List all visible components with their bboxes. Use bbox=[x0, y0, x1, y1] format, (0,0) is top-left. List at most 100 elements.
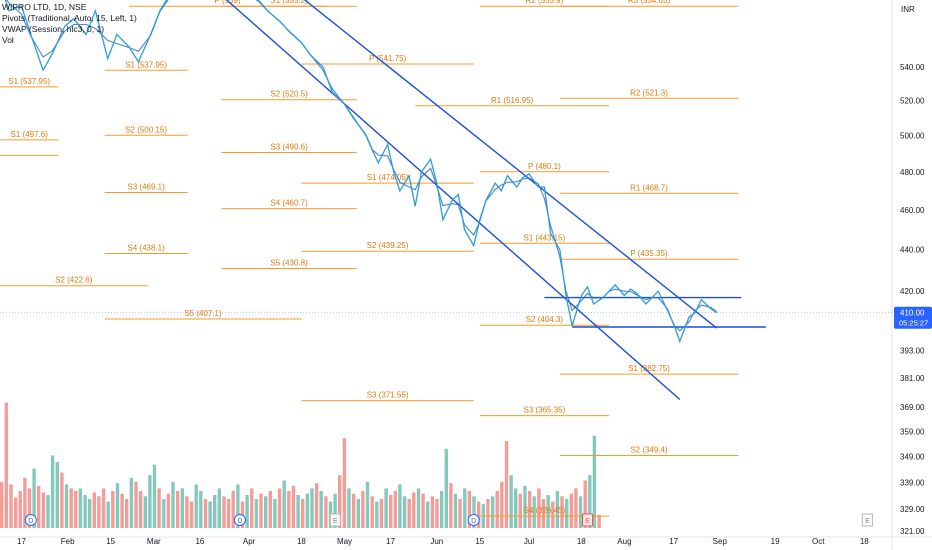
pivot-label: S2 (500.15) bbox=[125, 125, 167, 134]
volume-bar bbox=[254, 499, 259, 528]
volume-bar bbox=[64, 484, 69, 528]
time-tick-label: 18 bbox=[577, 537, 586, 546]
vwap-line bbox=[6, 0, 718, 332]
volume-bar bbox=[115, 483, 120, 528]
pivot-levels: P (559) S1 (555.2) R2 (555.9) R3 (554.65) P … bbox=[0, 0, 739, 517]
pivot-label: S4 (460.7) bbox=[270, 199, 308, 208]
volume-bar bbox=[569, 493, 573, 528]
volume-bar bbox=[69, 488, 73, 528]
pivot-label: S1 (474.05) bbox=[367, 173, 409, 182]
chart-legend: WIPRO LTD, 1D, NSE Pivots (Traditional, … bbox=[2, 2, 137, 46]
volume-bar bbox=[74, 491, 78, 528]
volume-bar bbox=[157, 488, 161, 528]
earnings-marker bbox=[861, 513, 873, 527]
volume-bar bbox=[347, 488, 351, 528]
pivot-label: S1 (537.95) bbox=[8, 77, 50, 86]
volume-bar bbox=[537, 488, 541, 528]
pivot-label: S4 (326.45) bbox=[523, 506, 565, 515]
time-tick-label: 17 bbox=[386, 537, 395, 546]
volume-bar bbox=[412, 492, 416, 528]
volume-bar bbox=[106, 501, 110, 528]
volume-bar bbox=[592, 435, 597, 528]
volume-bar bbox=[162, 499, 166, 528]
volume-bar bbox=[518, 493, 522, 528]
pivot-label: S1 (555.2) bbox=[270, 0, 308, 5]
volume-bar bbox=[291, 485, 296, 528]
time-tick-label: Apr bbox=[243, 537, 256, 546]
pivot-label: S5 (407.1) bbox=[184, 309, 222, 318]
pivot-label: S2 (520.5) bbox=[270, 90, 308, 99]
indicator-volume[interactable]: Vol bbox=[2, 35, 14, 45]
volume-bar bbox=[213, 495, 217, 528]
pivot-label: S2 (349.4) bbox=[630, 446, 668, 455]
volume-bar bbox=[532, 496, 536, 528]
volume-bar bbox=[588, 475, 592, 528]
volume-bar bbox=[421, 493, 425, 528]
pivot-label: S2 (404.3) bbox=[526, 315, 564, 324]
price-tick-label: 540.00 bbox=[900, 63, 925, 72]
volume-bar bbox=[342, 438, 347, 528]
volume-bar bbox=[0, 481, 4, 528]
pivot-label: P (435.35) bbox=[630, 249, 668, 258]
volume-bar bbox=[9, 484, 13, 528]
channel-lower-trendline bbox=[225, 0, 681, 401]
pivot-label: S2 (439.25) bbox=[367, 241, 409, 250]
channel-upper-trendline bbox=[303, 0, 718, 329]
volume-bar bbox=[226, 499, 231, 528]
volume-bar bbox=[208, 501, 212, 528]
pivot-label: R1 (516.95) bbox=[491, 96, 534, 105]
volume-bar bbox=[560, 496, 564, 528]
time-tick-label: 15 bbox=[106, 537, 115, 546]
volume-bar bbox=[504, 440, 509, 528]
volume-bar bbox=[194, 484, 198, 528]
volume-bar bbox=[264, 496, 268, 528]
volume-bar bbox=[565, 499, 569, 528]
time-tick-label: Jul bbox=[524, 537, 534, 546]
pivot-label: S1 (537.95) bbox=[125, 60, 167, 69]
volume-bar bbox=[231, 491, 235, 528]
pivot-label: S5 (430.8) bbox=[270, 259, 308, 268]
volume-bar bbox=[259, 493, 263, 528]
volume-bar bbox=[55, 462, 59, 528]
volume-bar bbox=[578, 496, 583, 528]
volume-bar bbox=[375, 501, 379, 528]
volume-bar bbox=[546, 495, 550, 528]
pivot-label: S1 (382.75) bbox=[628, 364, 670, 373]
volume-bar bbox=[60, 472, 64, 528]
volume-bar bbox=[495, 491, 499, 528]
volume-bar bbox=[583, 480, 587, 528]
volume-bar bbox=[486, 499, 490, 528]
indicator-pivots[interactable]: Pivots (Traditional, Auto, 15, Left, 1) bbox=[2, 13, 137, 23]
volume-bar bbox=[361, 491, 365, 528]
volume-bar bbox=[472, 496, 476, 528]
volume-bar bbox=[402, 496, 407, 528]
volume-bar bbox=[134, 481, 138, 528]
volume-bar bbox=[356, 499, 360, 528]
volume-bar bbox=[477, 501, 481, 528]
volume-bar bbox=[490, 496, 495, 528]
volume-bar bbox=[509, 475, 513, 528]
pivot-label: R3 (554.65) bbox=[628, 0, 671, 5]
volume-bar bbox=[407, 499, 411, 528]
earnings-marker-label: E bbox=[585, 518, 590, 525]
volume-bar bbox=[384, 488, 388, 528]
symbol-title[interactable]: WIPRO LTD, 1D, NSE bbox=[2, 2, 87, 12]
currency-label: INR bbox=[901, 5, 915, 14]
time-tick-label: 15 bbox=[475, 537, 484, 546]
time-tick-label: Oct bbox=[812, 537, 825, 546]
volume-bar bbox=[365, 481, 370, 528]
volume-bar bbox=[338, 475, 342, 528]
price-tick-label: 520.00 bbox=[900, 97, 925, 106]
volume-bar bbox=[277, 488, 282, 528]
volume-bar bbox=[319, 491, 323, 528]
volume-bar bbox=[13, 497, 18, 528]
volume-bar bbox=[301, 499, 305, 528]
price-tick-label: 359.00 bbox=[900, 427, 925, 436]
earnings-marker-label: E bbox=[865, 518, 870, 525]
volume-bar bbox=[500, 481, 504, 528]
indicator-vwap[interactable]: VWAP (Session, hlc3, 0, 1) bbox=[2, 24, 105, 34]
volume-bar bbox=[171, 481, 175, 528]
